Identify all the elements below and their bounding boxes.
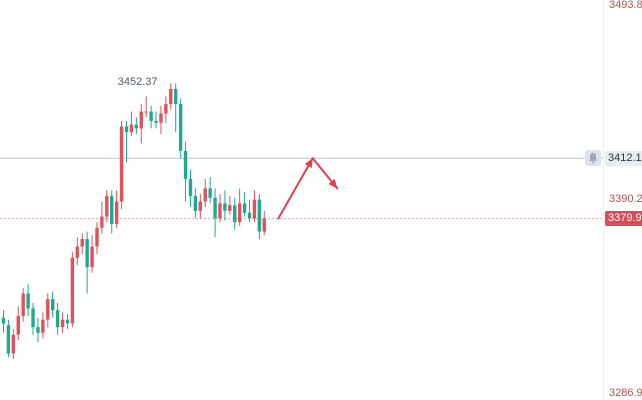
candle [228, 205, 232, 211]
candle [203, 188, 207, 202]
candle [124, 126, 129, 133]
y-axis-bottom-label: 3286.9 [609, 387, 642, 399]
candle [11, 334, 16, 354]
candle [178, 104, 183, 151]
candle [100, 216, 104, 228]
candle [114, 201, 119, 225]
candle [129, 124, 134, 133]
candle [252, 199, 257, 219]
max-price-annotation: 3452.37 [117, 76, 158, 89]
candle [169, 89, 173, 105]
candle [164, 104, 168, 114]
forecast-arrow[interactable] [277, 157, 339, 220]
candle [119, 126, 124, 202]
candle [159, 113, 163, 123]
horizontal-line-price-badge: 3412.1 [605, 150, 642, 166]
candle [218, 203, 222, 219]
candle [36, 327, 40, 333]
candle [6, 325, 11, 354]
candle [95, 227, 99, 247]
y-axis-top-label: 3493.8 [609, 0, 642, 11]
candle [60, 319, 65, 328]
arrow-head-up [304, 158, 313, 169]
candle [149, 111, 153, 121]
candle [213, 197, 217, 219]
candle [31, 308, 35, 328]
candle [237, 203, 242, 223]
candle [139, 111, 143, 129]
last-price-badge: 3379.9 [605, 211, 642, 227]
arrow-head-down [328, 178, 338, 189]
candle [75, 246, 79, 258]
candle [257, 199, 262, 232]
candle [247, 212, 252, 219]
candle [80, 239, 84, 247]
candle [110, 195, 114, 225]
arrow-segment[interactable] [277, 157, 314, 220]
candle [183, 150, 188, 180]
candle [85, 239, 89, 268]
candle [90, 246, 94, 268]
candle [262, 218, 266, 232]
candle [198, 201, 202, 211]
alert-bell-icon[interactable] [585, 150, 601, 167]
candle [233, 205, 237, 223]
candle [41, 319, 45, 333]
candle [21, 293, 25, 316]
candles-group [1, 83, 266, 360]
candle [242, 203, 247, 213]
candle [16, 315, 20, 335]
candle [134, 124, 139, 129]
candle [223, 203, 227, 211]
candle [65, 319, 70, 324]
y-axis-level-label: 3390.2 [609, 193, 642, 206]
candle [46, 299, 50, 320]
candle [144, 111, 148, 113]
candle [70, 257, 75, 324]
candle [174, 89, 178, 105]
candle [154, 120, 158, 123]
candle [26, 293, 30, 309]
candle [105, 195, 109, 217]
candle [51, 299, 55, 311]
candle [193, 195, 198, 211]
candle [55, 310, 60, 328]
candle [188, 179, 193, 196]
candle [1, 317, 6, 324]
candle [208, 188, 212, 198]
